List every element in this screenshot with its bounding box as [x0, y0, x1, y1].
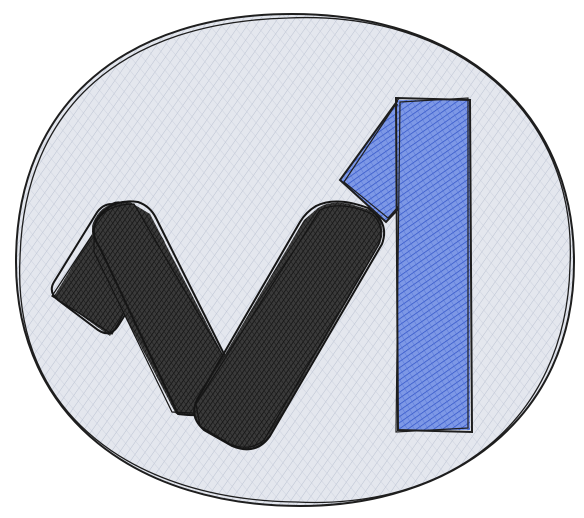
- checkmark-long-bar: [193, 200, 386, 451]
- blue-vertical-bar: [394, 96, 474, 434]
